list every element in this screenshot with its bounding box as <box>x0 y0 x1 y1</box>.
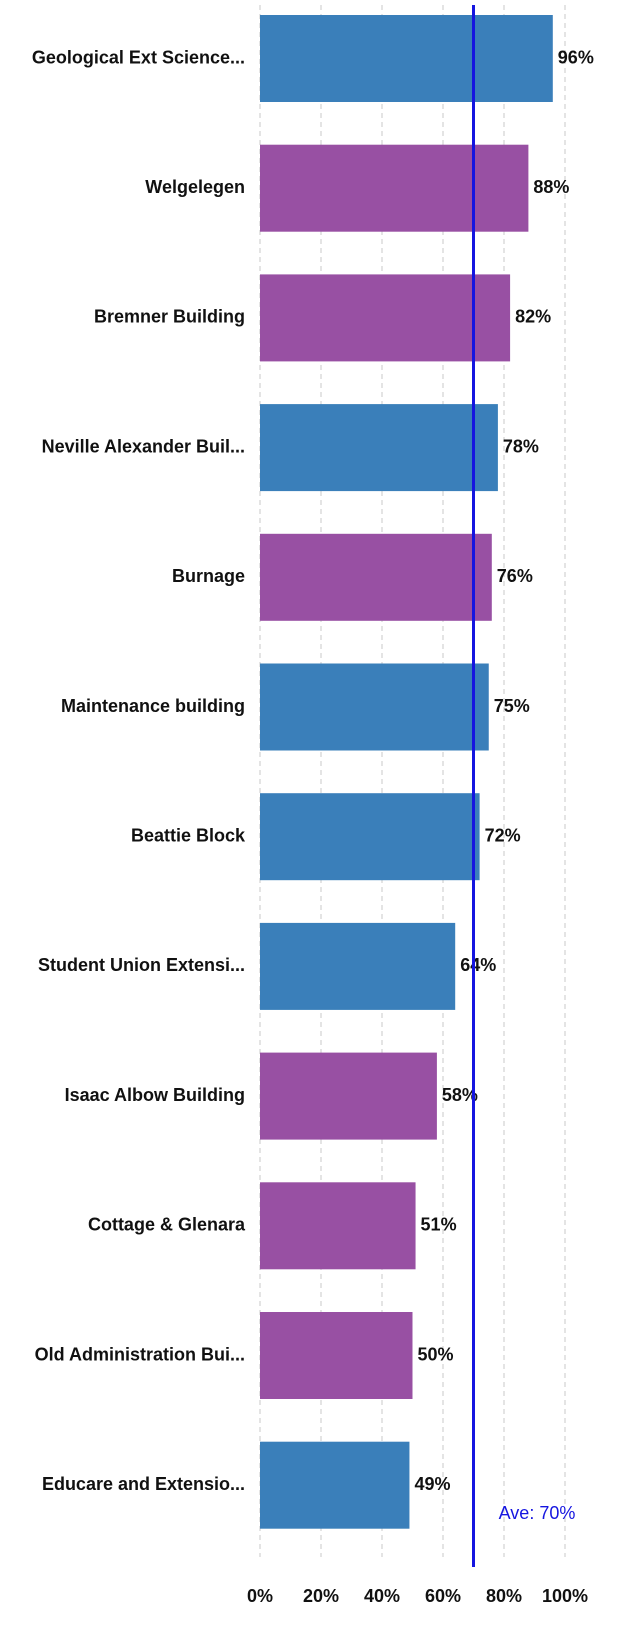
average-label: Ave: 70% <box>499 1503 576 1523</box>
bar <box>260 793 480 881</box>
bar <box>260 1312 413 1399</box>
category-label: Neville Alexander Buil... <box>42 436 245 456</box>
value-label: 58% <box>442 1085 478 1105</box>
value-label: 78% <box>503 436 539 456</box>
bar <box>260 922 456 1010</box>
category-label: Cottage & Glenara <box>88 1215 246 1235</box>
x-tick-label: 100% <box>542 1586 588 1606</box>
bar <box>260 663 489 751</box>
category-label: Bremner Building <box>94 307 245 327</box>
x-tick-label: 40% <box>364 1586 400 1606</box>
x-tick-label: 0% <box>247 1586 273 1606</box>
value-label: 64% <box>460 955 496 975</box>
value-label: 49% <box>414 1474 450 1494</box>
x-tick-label: 80% <box>486 1586 522 1606</box>
category-label: Burnage <box>172 566 245 586</box>
bar <box>260 274 511 362</box>
category-label: Isaac Albow Building <box>65 1085 245 1105</box>
bar <box>260 1182 416 1270</box>
bar <box>260 15 553 102</box>
category-label: Geological Ext Science... <box>32 47 245 67</box>
bar <box>260 533 492 621</box>
value-label: 88% <box>533 177 569 197</box>
bar <box>260 1052 437 1140</box>
bar <box>260 404 498 492</box>
value-label: 76% <box>497 566 533 586</box>
x-tick-label: 60% <box>425 1586 461 1606</box>
value-label: 96% <box>558 47 594 67</box>
value-label: 75% <box>494 696 530 716</box>
category-label: Student Union Extensi... <box>38 955 245 975</box>
category-label: Educare and Extensio... <box>42 1474 245 1494</box>
category-label: Beattie Block <box>131 825 246 845</box>
value-label: 50% <box>418 1344 454 1364</box>
value-label: 51% <box>421 1215 457 1235</box>
bar <box>260 1441 410 1529</box>
category-label: Maintenance building <box>61 696 245 716</box>
category-label: Welgelegen <box>145 177 245 197</box>
x-tick-label: 20% <box>303 1586 339 1606</box>
category-label: Old Administration Bui... <box>35 1344 245 1364</box>
bar <box>260 144 529 232</box>
value-label: 72% <box>485 825 521 845</box>
value-label: 82% <box>515 307 551 327</box>
